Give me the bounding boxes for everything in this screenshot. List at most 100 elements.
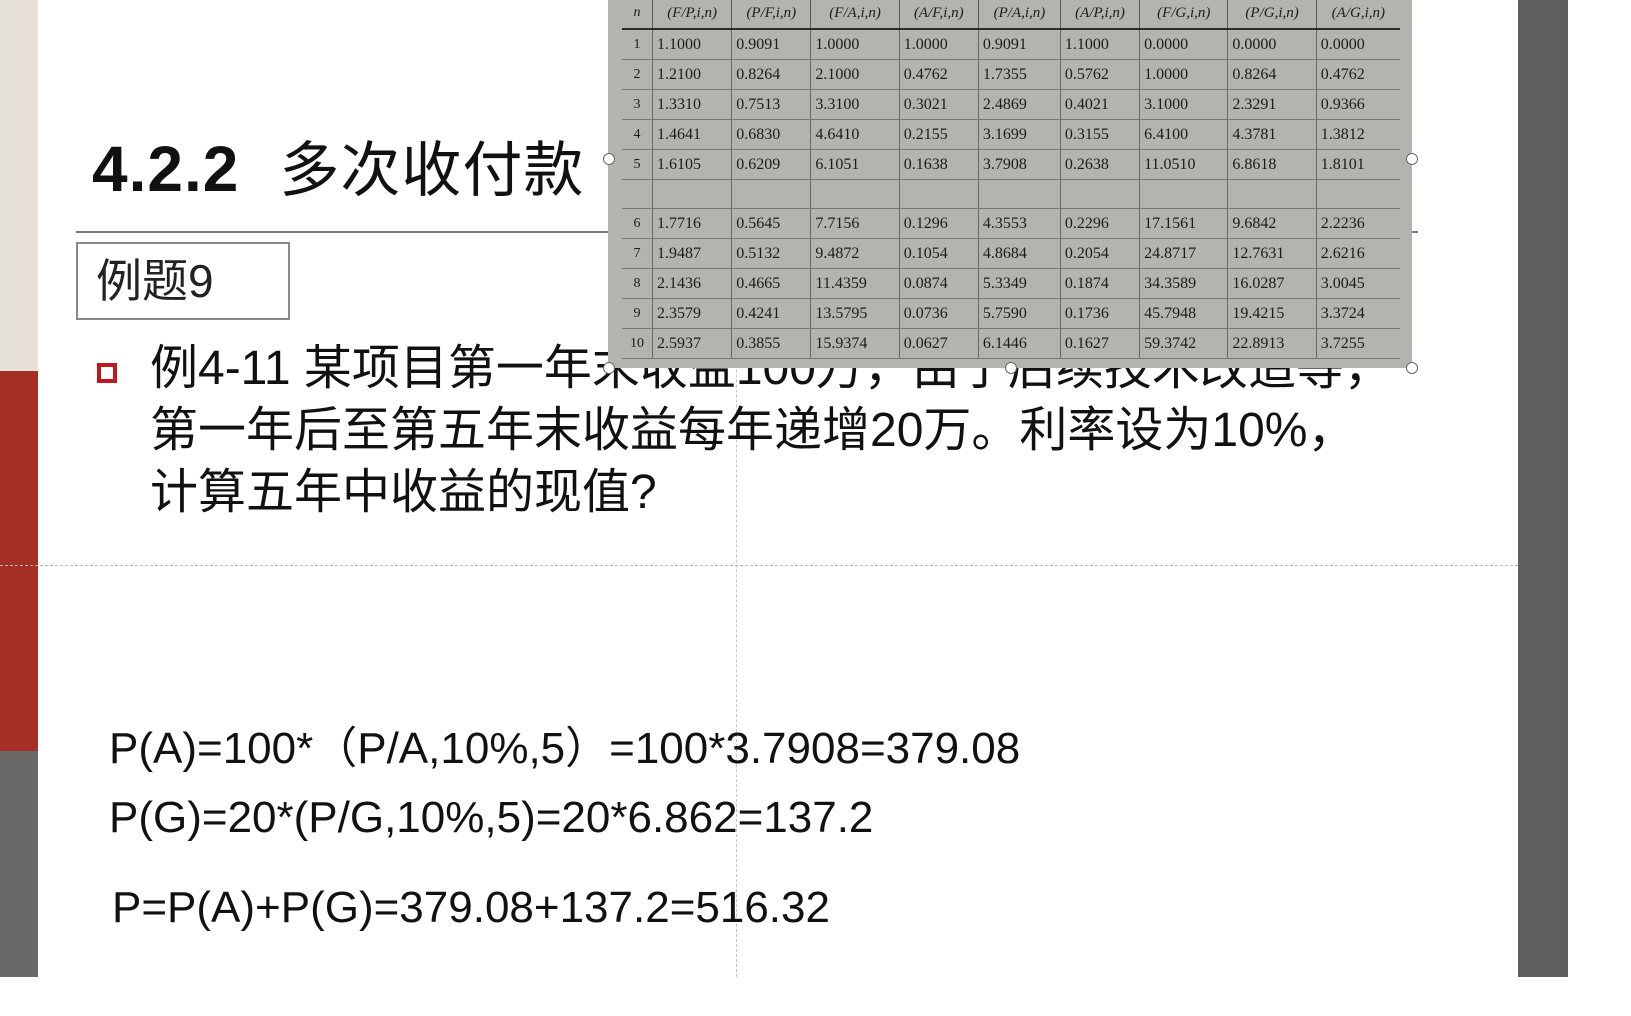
table-cell: 0.0000 bbox=[1315, 29, 1400, 60]
table-gap-cell bbox=[731, 179, 811, 209]
table-cell: 0.0736 bbox=[898, 298, 979, 329]
table-cell: 7.7156 bbox=[810, 208, 900, 239]
table-cell: 6.4100 bbox=[1139, 119, 1228, 150]
table-cell: 3.1000 bbox=[1139, 89, 1228, 120]
factor-table-image[interactable]: n (F/P,i,n) (P/F,i,n) (F/A,i,n) (A/F,i,n… bbox=[608, 0, 1412, 368]
table-cell: 2.3291 bbox=[1227, 89, 1317, 120]
table-cell: 9 bbox=[622, 298, 653, 329]
table-gap-cell bbox=[898, 179, 979, 209]
table-cell: 0.4762 bbox=[898, 59, 979, 90]
table-header-cell: (F/G,i,n) bbox=[1139, 0, 1228, 30]
table-cell: 3.7255 bbox=[1315, 328, 1400, 359]
table-cell: 9.6842 bbox=[1227, 208, 1317, 239]
left-stripe-red bbox=[0, 371, 38, 751]
table-header-cell: (P/F,i,n) bbox=[731, 0, 811, 30]
table-cell: 11.0510 bbox=[1139, 149, 1228, 180]
table-row: 6 1.7716 0.5645 7.7156 0.1296 4.3553 0.2296 17.… bbox=[622, 208, 1400, 239]
table-cell: 5.7590 bbox=[977, 298, 1061, 329]
table-header-cell: (A/F,i,n) bbox=[898, 0, 979, 30]
table-cell: 24.8717 bbox=[1139, 238, 1228, 269]
table-cell: 1.1000 bbox=[651, 29, 732, 60]
table-header-cell: (A/G,i,n) bbox=[1315, 0, 1400, 30]
table-gap-cell bbox=[810, 179, 900, 209]
resize-handle-bottom-right[interactable] bbox=[1406, 362, 1418, 374]
table-cell: 2.4869 bbox=[977, 89, 1061, 120]
table-cell: 0.0627 bbox=[898, 328, 979, 359]
table-cell: 0.3855 bbox=[731, 328, 811, 359]
table-cell: 59.3742 bbox=[1139, 328, 1228, 359]
table-row: 3 1.3310 0.7513 3.3100 0.3021 2.4869 0.4021 3.1… bbox=[622, 89, 1400, 120]
table-cell: 5.3349 bbox=[977, 268, 1061, 299]
table-cell: 34.3589 bbox=[1139, 268, 1228, 299]
table-cell: 3.3100 bbox=[810, 89, 900, 120]
table-cell: 4.8684 bbox=[977, 238, 1061, 269]
table-gap-cell bbox=[1315, 179, 1400, 209]
table-header-row: n (F/P,i,n) (P/F,i,n) (F/A,i,n) (A/F,i,n… bbox=[622, 0, 1400, 30]
horizontal-guide-line bbox=[0, 565, 1518, 566]
table-cell: 7 bbox=[622, 238, 653, 269]
table-row: 2 1.2100 0.8264 2.1000 0.4762 1.7355 0.5762 1.0… bbox=[622, 59, 1400, 90]
table-cell: 8 bbox=[622, 268, 653, 299]
formula-present-value-gradient[interactable]: P(G)=20*(P/G,10%,5)=20*6.862=137.2 bbox=[109, 793, 874, 842]
table-cell: 1.7355 bbox=[977, 59, 1061, 90]
table-cell: 10 bbox=[622, 328, 653, 359]
resize-handle-right[interactable] bbox=[1406, 153, 1418, 165]
table-cell: 2.3579 bbox=[651, 298, 732, 329]
table-cell: 4.6410 bbox=[810, 119, 900, 150]
formula-total-present-value[interactable]: P=P(A)+P(G)=379.08+137.2=516.32 bbox=[112, 883, 830, 932]
table-cell: 0.2296 bbox=[1059, 208, 1140, 239]
problem-text[interactable]: 例4-11 某项目第一年末收益100万，由于后续技术改造等，第一年后至第五年末收… bbox=[150, 342, 1392, 519]
table-cell: 1.9487 bbox=[651, 238, 732, 269]
table-cell: 0.1627 bbox=[1059, 328, 1140, 359]
table-cell: 0.7513 bbox=[731, 89, 811, 120]
table-gap-cell bbox=[622, 179, 653, 209]
table-cell: 2.5937 bbox=[651, 328, 732, 359]
table-row: 9 2.3579 0.4241 13.5795 0.0736 5.7590 0.1736 45… bbox=[622, 298, 1400, 329]
table-cell: 0.9366 bbox=[1315, 89, 1400, 120]
table-cell: 0.1874 bbox=[1059, 268, 1140, 299]
table-gap-row bbox=[622, 179, 1400, 209]
table-cell: 0.2155 bbox=[898, 119, 979, 150]
table-cell: 0.2638 bbox=[1059, 149, 1140, 180]
table-cell: 13.5795 bbox=[810, 298, 900, 329]
title-number: 4.2.2 bbox=[92, 133, 240, 205]
table-row: 1 1.1000 0.9091 1.0000 1.0000 0.9091 1.1000 0.0… bbox=[622, 29, 1400, 60]
table-cell: 0.3021 bbox=[898, 89, 979, 120]
table-row: 4 1.4641 0.6830 4.6410 0.2155 3.1699 0.3155 6.4… bbox=[622, 119, 1400, 150]
table-gap-cell bbox=[977, 179, 1061, 209]
table-header-cell: (P/A,i,n) bbox=[977, 0, 1061, 30]
table-gap-cell bbox=[1059, 179, 1140, 209]
table-row: 5 1.6105 0.6209 6.1051 0.1638 3.7908 0.2638 11.… bbox=[622, 149, 1400, 180]
table-cell: 0.3155 bbox=[1059, 119, 1140, 150]
table-cell: 3.7908 bbox=[977, 149, 1061, 180]
table-cell: 6.8618 bbox=[1227, 149, 1317, 180]
table-cell: 1.2100 bbox=[651, 59, 732, 90]
table-cell: 0.1054 bbox=[898, 238, 979, 269]
resize-handle-left[interactable] bbox=[603, 153, 615, 165]
slide-title[interactable]: 4.2.2 多次收付款 bbox=[92, 122, 584, 209]
table-cell: 4.3781 bbox=[1227, 119, 1317, 150]
table-cell: 2.1436 bbox=[651, 268, 732, 299]
table-header-cell: (A/P,i,n) bbox=[1059, 0, 1140, 30]
table-cell: 3 bbox=[622, 89, 653, 120]
left-stripe-cream bbox=[0, 0, 38, 371]
resize-handle-bottom[interactable] bbox=[1005, 362, 1017, 374]
table-cell: 3.3724 bbox=[1315, 298, 1400, 329]
table-header-cell: (P/G,i,n) bbox=[1227, 0, 1317, 30]
table-cell: 45.7948 bbox=[1139, 298, 1228, 329]
factor-table-body: 1 1.1000 0.9091 1.0000 1.0000 0.9091 1.1000 0.0… bbox=[622, 29, 1400, 359]
table-cell: 1.6105 bbox=[651, 149, 732, 180]
bullet-square-icon bbox=[97, 363, 117, 383]
resize-handle-bottom-left[interactable] bbox=[603, 362, 615, 374]
table-cell: 1.0000 bbox=[898, 29, 979, 60]
table-cell: 0.9091 bbox=[977, 29, 1061, 60]
formula-present-value-annuity[interactable]: P(A)=100*（P/A,10%,5）=100*3.7908=379.08 bbox=[109, 724, 1021, 773]
table-cell: 15.9374 bbox=[810, 328, 900, 359]
factor-table: n (F/P,i,n) (P/F,i,n) (F/A,i,n) (A/F,i,n… bbox=[622, 0, 1400, 359]
example-label-box[interactable]: 例题9 bbox=[76, 242, 290, 320]
table-gap-cell bbox=[651, 179, 732, 209]
table-cell: 3.0045 bbox=[1315, 268, 1400, 299]
table-cell: 3.1699 bbox=[977, 119, 1061, 150]
table-row: 7 1.9487 0.5132 9.4872 0.1054 4.8684 0.2054 24.… bbox=[622, 238, 1400, 269]
right-dark-bar bbox=[1518, 0, 1568, 977]
